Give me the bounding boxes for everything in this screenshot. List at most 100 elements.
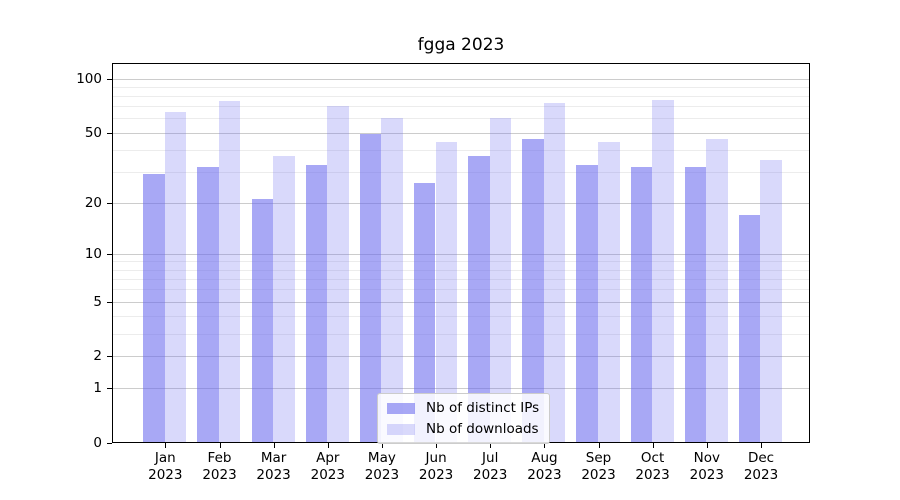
- y-tick-label: 1: [93, 380, 102, 397]
- gridline-major: [112, 253, 810, 255]
- x-tick-label: Mar 2023: [243, 450, 305, 484]
- x-tick-mark: [327, 443, 329, 448]
- x-tick-label: Jul 2023: [459, 450, 521, 484]
- gridline-minor: [112, 261, 810, 263]
- gridline-minor: [112, 315, 810, 317]
- x-tick-month: Nov: [693, 450, 720, 466]
- gridline-minor: [112, 269, 810, 271]
- x-tick-label: Nov 2023: [676, 450, 738, 484]
- y-tick-mark: [107, 253, 112, 255]
- x-tick-year: 2023: [256, 467, 291, 483]
- y-tick-mark: [107, 356, 112, 358]
- gridline-minor: [112, 149, 810, 151]
- bar-distinct-ips: [413, 182, 436, 443]
- bar-distinct-ips: [197, 166, 219, 443]
- y-tick-mark: [107, 443, 112, 444]
- x-tick-year: 2023: [418, 467, 454, 483]
- x-tick-year: 2023: [473, 467, 508, 483]
- gridline-minor: [112, 333, 810, 335]
- x-tick-month: Jan: [154, 450, 176, 466]
- bar-distinct-ips: [684, 166, 707, 443]
- y-tick-label: 0: [93, 435, 102, 451]
- plot-area: Nb of distinct IPs Nb of downloads: [112, 63, 810, 444]
- x-tick-year: 2023: [202, 467, 237, 483]
- gridline-minor: [112, 86, 810, 88]
- bar-downloads: [760, 160, 782, 443]
- bar-downloads: [489, 118, 512, 443]
- bar-downloads: [706, 139, 728, 443]
- x-tick-mark: [273, 443, 275, 448]
- x-tick-year: 2023: [148, 467, 183, 483]
- chart-title: fgga 2023: [417, 35, 505, 55]
- bar-downloads: [273, 155, 295, 443]
- y-tick-label: 100: [76, 70, 102, 87]
- x-tick-label: Oct 2023: [622, 450, 684, 484]
- y-tick-mark: [107, 202, 112, 204]
- x-tick-year: 2023: [310, 467, 345, 483]
- x-tick-label: Jan 2023: [134, 450, 196, 484]
- x-tick-year: 2023: [689, 467, 724, 483]
- x-tick-label: Jun 2023: [405, 450, 467, 484]
- x-tick-mark: [381, 443, 383, 448]
- y-tick-label: 20: [84, 194, 102, 211]
- x-tick-label: Dec 2023: [730, 450, 792, 484]
- x-tick-month: Mar: [260, 450, 287, 466]
- gridline-minor: [112, 289, 810, 291]
- x-tick-label: Sep 2023: [568, 450, 630, 484]
- y-tick-mark: [107, 301, 112, 303]
- legend: Nb of distinct IPs Nb of downloads: [377, 393, 551, 444]
- gridline-major: [112, 356, 810, 358]
- bar-distinct-ips: [522, 139, 544, 443]
- bar-distinct-ips: [468, 155, 490, 443]
- y-tick-label: 10: [84, 245, 102, 262]
- x-tick-mark: [706, 443, 708, 448]
- bar-distinct-ips: [143, 174, 165, 443]
- bar-downloads: [164, 112, 187, 443]
- x-tick-month: Apr: [316, 450, 340, 466]
- legend-label-distinct-ips: Nb of distinct IPs: [426, 400, 540, 416]
- y-tick-label: 5: [93, 293, 102, 310]
- x-tick-label: Feb 2023: [189, 450, 251, 484]
- gridline-major: [112, 132, 810, 134]
- bar-distinct-ips: [251, 198, 274, 443]
- y-tick-label: 50: [84, 124, 102, 141]
- gridline-major: [112, 202, 810, 204]
- bar-downloads: [381, 118, 403, 443]
- x-tick-mark: [165, 443, 167, 448]
- gridline-major: [112, 301, 810, 303]
- x-tick-year: 2023: [635, 467, 670, 483]
- legend-item-distinct-ips: Nb of distinct IPs: [387, 400, 539, 416]
- gridline-minor: [112, 278, 810, 280]
- gridline-major: [112, 78, 810, 80]
- legend-item-downloads: Nb of downloads: [387, 421, 539, 437]
- x-tick-year: 2023: [527, 467, 562, 483]
- y-tick-mark: [107, 388, 112, 390]
- bar-downloads: [652, 100, 674, 443]
- x-tick-mark: [219, 443, 221, 448]
- x-tick-mark: [544, 443, 546, 448]
- x-tick-mark: [652, 443, 654, 448]
- x-tick-month: Jun: [425, 450, 447, 466]
- x-tick-month: Aug: [531, 450, 558, 466]
- x-tick-month: Dec: [747, 450, 775, 466]
- bar-downloads: [435, 142, 458, 443]
- y-tick-mark: [107, 78, 112, 80]
- bar-downloads: [543, 103, 566, 443]
- legend-label-downloads: Nb of downloads: [426, 421, 539, 437]
- legend-swatch-downloads-icon: [387, 423, 415, 435]
- x-tick-year: 2023: [743, 467, 779, 483]
- x-tick-label: May 2023: [351, 450, 413, 484]
- x-tick-mark: [490, 443, 492, 448]
- x-tick-month: May: [367, 450, 396, 466]
- bar-downloads: [327, 106, 349, 443]
- y-tick-label: 2: [93, 348, 102, 365]
- gridline-minor: [112, 96, 810, 97]
- y-tick-mark: [107, 132, 112, 134]
- legend-swatch-distinct-ips-icon: [387, 402, 415, 414]
- bar-distinct-ips: [359, 134, 382, 443]
- x-tick-label: Apr 2023: [297, 450, 359, 484]
- bar-downloads: [598, 142, 620, 443]
- gridline-major: [112, 388, 810, 390]
- x-tick-mark: [761, 443, 762, 448]
